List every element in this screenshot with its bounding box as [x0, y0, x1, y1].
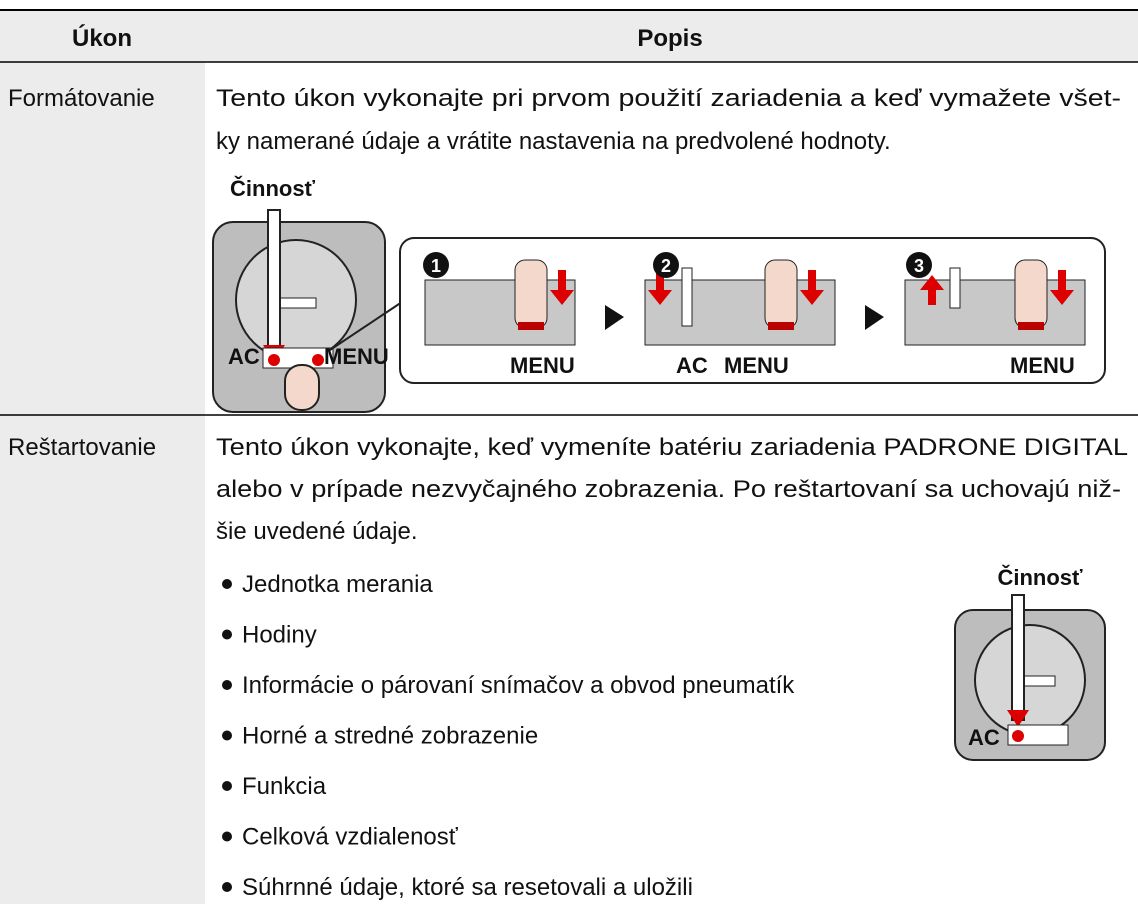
step-number: 1: [431, 256, 441, 276]
list-item: Horné a stredné zobrazenie: [242, 723, 538, 750]
figure-caption: Činnosť: [997, 565, 1083, 590]
action: Formátovanie: [8, 85, 155, 112]
bullet: [222, 781, 232, 791]
action: Reštartovanie: [8, 434, 156, 461]
action-column-bg: [0, 62, 205, 904]
step-label: AC: [676, 353, 708, 378]
list-item: Celková vzdialenosť: [242, 824, 459, 851]
step-label: MENU: [1010, 353, 1075, 378]
bullet: [222, 680, 232, 690]
device-label: AC: [228, 344, 260, 369]
header-bg: [0, 10, 1138, 62]
list-item: Hodiny: [242, 622, 317, 649]
bullet: [222, 579, 232, 589]
step-number: 2: [661, 256, 671, 276]
description-line: šie uvedené údaje.: [216, 518, 418, 545]
device-illustration: [954, 594, 1106, 761]
step-label: MENU: [724, 353, 789, 378]
bullet: [222, 831, 232, 842]
step-number: 3: [914, 256, 924, 276]
list-item: Informácie o párovaní snímačov a obvod p…: [242, 672, 795, 699]
bullet: [222, 882, 232, 892]
header-cell: Úkon: [72, 24, 132, 52]
bullet: [222, 629, 232, 640]
list-item: Súhrnné údaje, ktoré sa resetovali a ulo…: [242, 874, 693, 901]
list-item: Funkcia: [242, 773, 327, 800]
device-illustration: [212, 209, 421, 413]
device-label: AC: [968, 725, 1000, 750]
bullet: [222, 730, 232, 741]
step-label: MENU: [510, 353, 575, 378]
description-line: ky namerané údaje a vrátite nastavenia n…: [216, 128, 891, 155]
description-line: alebo v prípade nezvyčajného zobrazenia.…: [216, 476, 1121, 503]
description-line: Tento úkon vykonajte pri prvom použití z…: [216, 85, 1121, 112]
device-label: MENU: [324, 344, 389, 369]
item-list: Jednotka merania Hodiny Informácie o párov…: [222, 571, 795, 901]
list-item: Jednotka merania: [242, 571, 433, 598]
step-illustrations: [423, 252, 1086, 346]
description-line: Tento úkon vykonajte, keď vymeníte batér…: [216, 434, 1128, 461]
header-cell: Popis: [637, 25, 702, 52]
figure-caption: Činnosť: [230, 176, 316, 201]
